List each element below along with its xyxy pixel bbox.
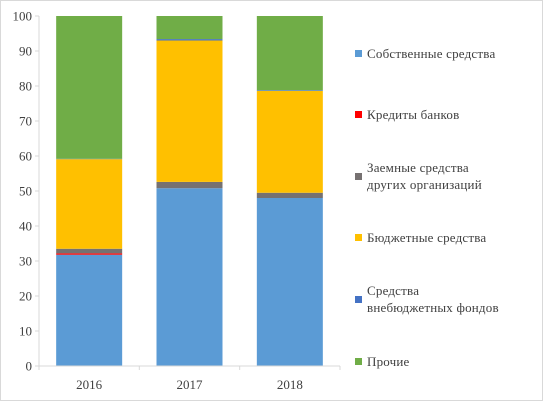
axes-layer: 0 10 20 30 40 50 60 70 80 90 100 2016 2017 2018 [13, 9, 341, 392]
legend-label: Заемные средства других организаций [367, 160, 482, 193]
legend-swatch [355, 357, 362, 365]
y-tick-label: 50 [19, 184, 32, 199]
bars-layer [56, 16, 323, 366]
legend-swatch [355, 49, 362, 57]
y-tick-label: 20 [19, 289, 32, 304]
legend-item: Прочие [355, 353, 540, 370]
y-tick-label: 70 [19, 114, 32, 129]
bar-segment-2018-series-2 [256, 192, 323, 198]
x-tick-label: 2017 [177, 377, 204, 392]
y-tick-label: 0 [26, 359, 33, 374]
bar-segment-2017-series-5 [156, 16, 223, 40]
legend-label: Бюджетные средства [367, 230, 487, 246]
bar-segment-2018-series-0 [256, 198, 323, 366]
legend-swatch [355, 111, 362, 119]
bar-segment-2018-series-4 [256, 90, 323, 91]
legend-swatch [355, 295, 362, 303]
y-tick-label: 40 [19, 219, 32, 234]
legend-label: Собственные средства [367, 45, 496, 61]
x-tick-label: 2018 [277, 377, 303, 392]
legend-label: Средства внебюджетных фондов [367, 283, 499, 316]
y-tick-label: 10 [19, 324, 32, 339]
bar-segment-2016-series-0 [56, 254, 123, 366]
y-tick-label: 90 [19, 44, 32, 59]
y-tick-label: 60 [19, 149, 32, 164]
y-tick-label: 80 [19, 79, 32, 94]
bar-segment-2017-series-3 [156, 40, 223, 182]
bar-segment-2017-series-2 [156, 181, 223, 189]
y-tick-label: 30 [19, 254, 32, 269]
bar-segment-2017-series-4 [156, 39, 223, 41]
bar-segment-2017-series-0 [156, 188, 223, 366]
bar-segment-2016-series-1 [56, 253, 123, 255]
x-tick-label: 2016 [76, 377, 103, 392]
legend-item: Заемные средства других организаций [355, 159, 540, 193]
bar-segment-2018-series-5 [256, 16, 323, 91]
legend-item: Средства внебюджетных фондов [355, 282, 540, 316]
legend-item: Собственные средства [355, 45, 540, 62]
legend-label: Кредиты банков [367, 107, 460, 123]
bar-segment-2018-series-3 [256, 90, 323, 193]
legend-item: Бюджетные средства [355, 229, 540, 246]
bar-segment-2016-series-3 [56, 159, 123, 249]
y-tick-label: 100 [13, 9, 33, 24]
legend-item: Кредиты банков [355, 106, 540, 123]
bar-segment-2016-series-5 [56, 16, 123, 159]
legend-label: Прочие [367, 353, 410, 369]
legend-swatch [355, 234, 362, 242]
legend-swatch [355, 172, 362, 180]
bar-segment-2016-series-2 [56, 248, 123, 254]
